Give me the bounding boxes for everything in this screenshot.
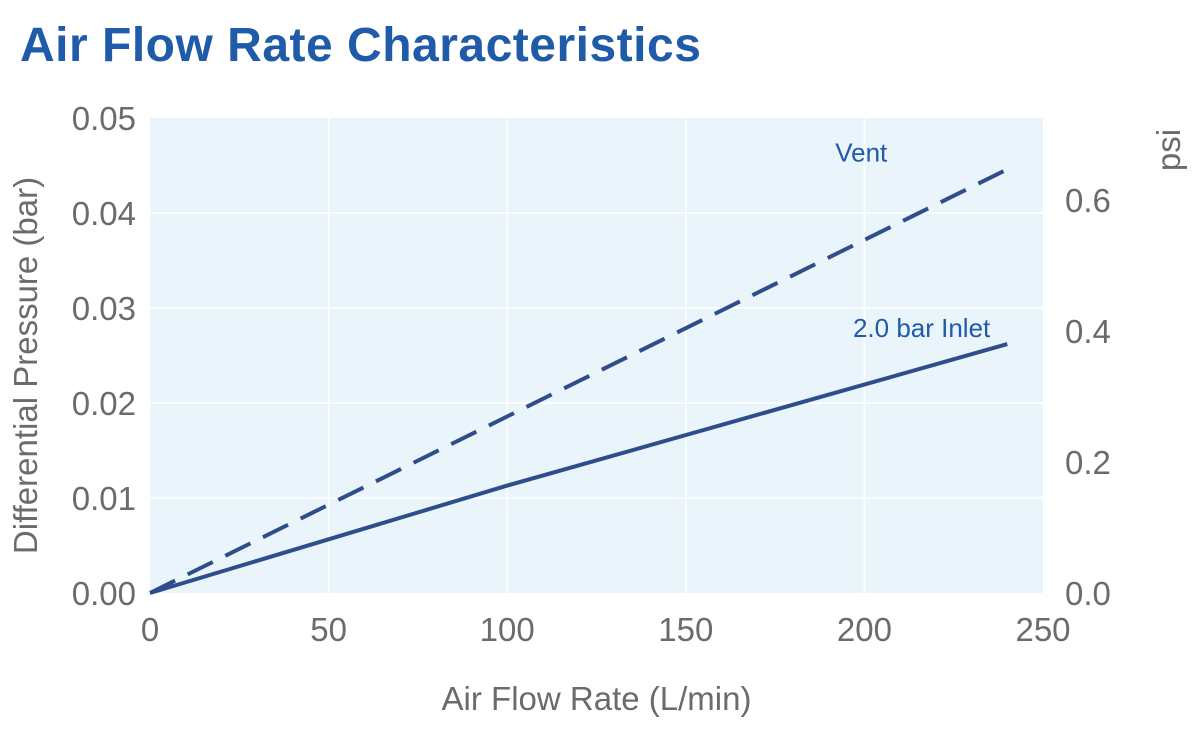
x-axis-ticks: 0 50 100 150 200 250 — [141, 611, 1071, 648]
x-tick-label: 200 — [837, 611, 892, 648]
plot-area — [150, 118, 1043, 593]
y2-tick-label: 0.4 — [1065, 313, 1111, 350]
series-line-inlet — [149, 342, 1008, 595]
y-axis-ticks: 0.00 0.01 0.02 0.03 0.04 0.05 — [72, 100, 136, 612]
y-tick-label: 0.01 — [72, 480, 136, 517]
y2-axis-ticks: 0.0 0.2 0.4 0.6 — [1065, 182, 1111, 612]
series-line-vent — [149, 167, 1009, 595]
x-tick-label: 50 — [310, 611, 347, 648]
y-tick-label: 0.02 — [72, 385, 136, 422]
y-tick-label: 0.03 — [72, 290, 136, 327]
y2-axis-label: psi — [1150, 129, 1187, 171]
y2-tick-label: 0.6 — [1065, 182, 1111, 219]
series-label-inlet: 2.0 bar Inlet — [853, 313, 991, 343]
grid — [150, 118, 1043, 593]
x-axis-label: Air Flow Rate (L/min) — [442, 680, 752, 717]
x-tick-label: 250 — [1015, 611, 1070, 648]
series-label-vent: Vent — [835, 137, 888, 167]
y2-tick-label: 0.0 — [1065, 575, 1111, 612]
y-tick-label: 0.04 — [72, 195, 136, 232]
y-tick-label: 0.00 — [72, 575, 136, 612]
x-tick-label: 150 — [658, 611, 713, 648]
series-group — [149, 167, 1009, 595]
x-tick-label: 0 — [141, 611, 159, 648]
chart-title: Air Flow Rate Characteristics — [20, 19, 702, 72]
x-tick-label: 100 — [480, 611, 535, 648]
series-labels: Vent 2.0 bar Inlet — [835, 137, 991, 343]
y2-tick-label: 0.2 — [1065, 444, 1111, 481]
y-axis-label: Differential Pressure (bar) — [7, 177, 44, 554]
y-tick-label: 0.05 — [72, 100, 136, 137]
